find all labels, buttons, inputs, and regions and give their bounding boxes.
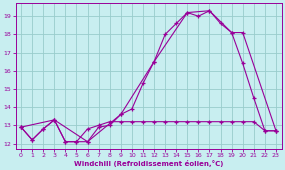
X-axis label: Windchill (Refroidissement éolien,°C): Windchill (Refroidissement éolien,°C) (74, 159, 223, 167)
